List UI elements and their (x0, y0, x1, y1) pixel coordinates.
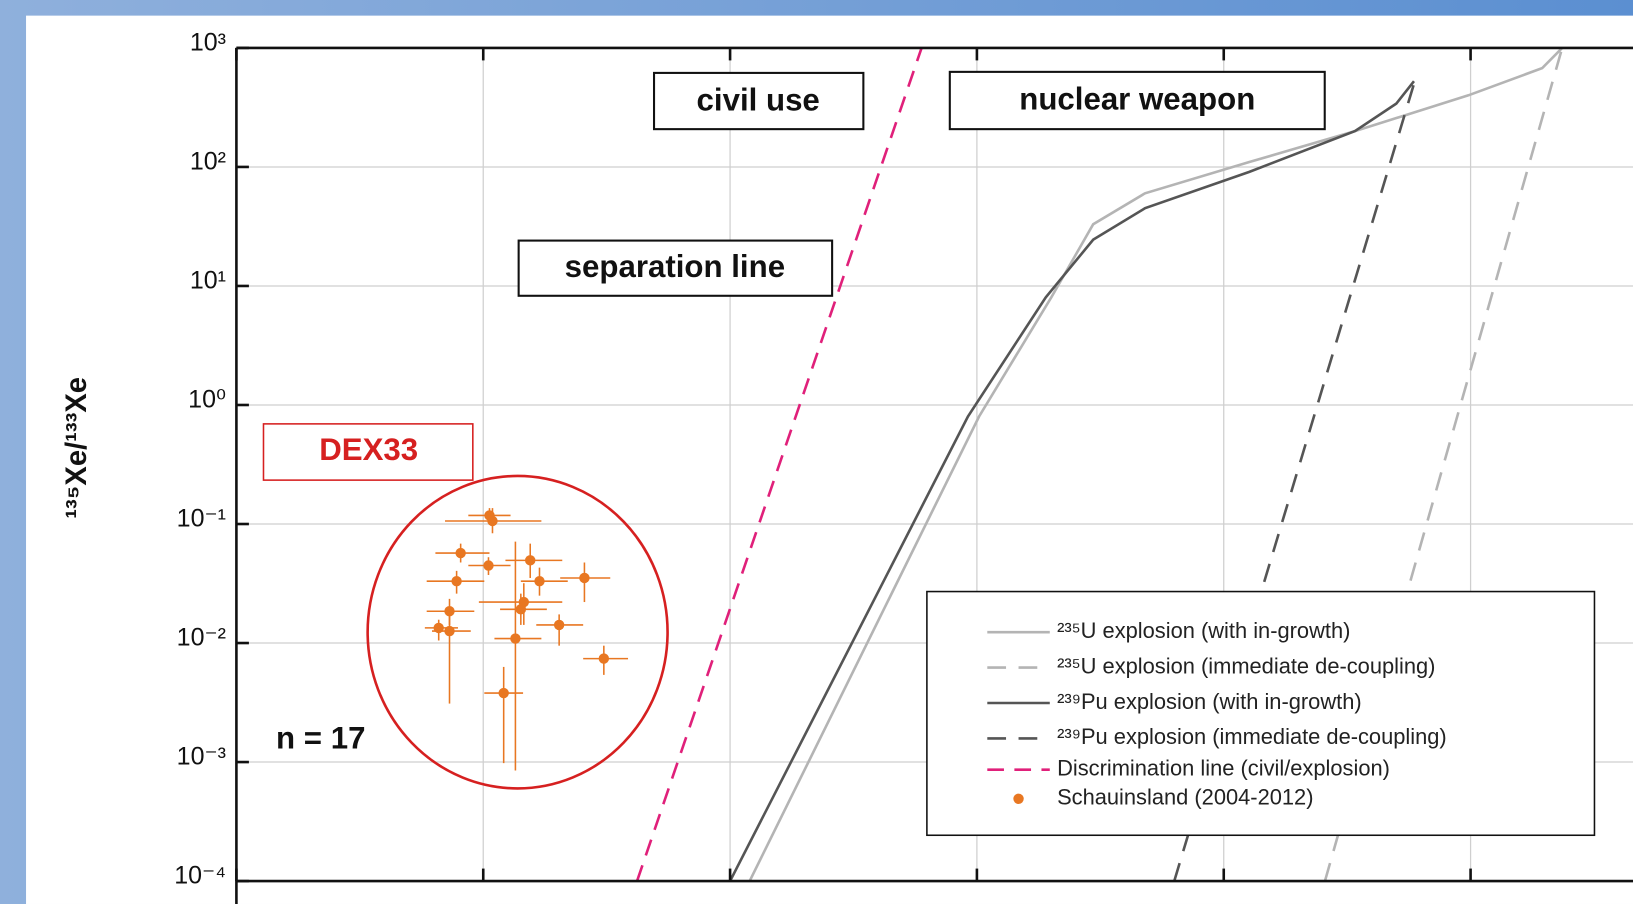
annotation: DEX33 (319, 432, 418, 467)
annotation: civil use (697, 82, 820, 117)
point (515, 604, 527, 615)
annotation-box (517, 239, 834, 297)
y-axis-label: ¹³⁵Xe/¹³³Xe (61, 377, 93, 519)
y-tick-label: 10⁻³ (177, 742, 226, 770)
y-tick-label: 10⁻¹ (177, 504, 226, 532)
point (579, 572, 590, 584)
y-tick-label: 10³ (190, 28, 226, 56)
point (553, 619, 565, 631)
y-tick-label: 10⁻² (177, 623, 226, 651)
y-tick-label: 10² (190, 147, 226, 175)
point (498, 687, 509, 699)
legend-label: Discrimination line (civil/explosion) (1057, 755, 1390, 780)
axes: 10³ 10² 10¹ 10⁰ 10⁻¹ 10⁻² 10⁻³ 10⁻⁴ (174, 28, 1472, 890)
line (748, 47, 1564, 882)
point (510, 633, 521, 644)
point (444, 625, 455, 637)
annotation: nuclear weapon (1019, 81, 1255, 116)
legend-label: ²³⁹Pu explosion (with in-growth) (1057, 689, 1362, 714)
legend-label: ²³⁵U explosion (with in-growth) (1057, 618, 1350, 643)
y-tick-label: 10¹ (190, 266, 226, 294)
annotation-box (262, 423, 474, 481)
legend-label: ²³⁵U explosion (immediate de-coupling) (1057, 653, 1435, 678)
annotation-box (652, 71, 865, 131)
y-tick-label: 10⁰ (188, 385, 226, 413)
y-tick-label: 10⁻⁴ (174, 862, 226, 890)
point (444, 606, 455, 617)
point (455, 547, 466, 559)
point (483, 560, 494, 571)
annotation-box (948, 70, 1326, 131)
legend-label: ²³⁹Pu explosion (immediate de-coupling) (1057, 724, 1447, 749)
point (484, 510, 495, 521)
line (728, 80, 1416, 882)
point (534, 575, 545, 587)
annotations: civil use nuclear weapon separation line DE… (276, 81, 1255, 755)
legend: ²³⁵U explosion (with in-growth) ²³⁵U expl… (987, 618, 1447, 810)
point (451, 575, 462, 587)
legend-swatch (1013, 793, 1024, 805)
point (598, 653, 610, 664)
annotation: separation line (565, 249, 785, 284)
plot-area (424, 47, 1564, 882)
line (1323, 47, 1564, 882)
line (635, 47, 923, 882)
annotation: n = 17 (276, 721, 365, 756)
legend-label: Schauinsland (2004-2012) (1057, 785, 1313, 810)
point (525, 555, 536, 566)
highlight-ellipse (366, 474, 669, 790)
